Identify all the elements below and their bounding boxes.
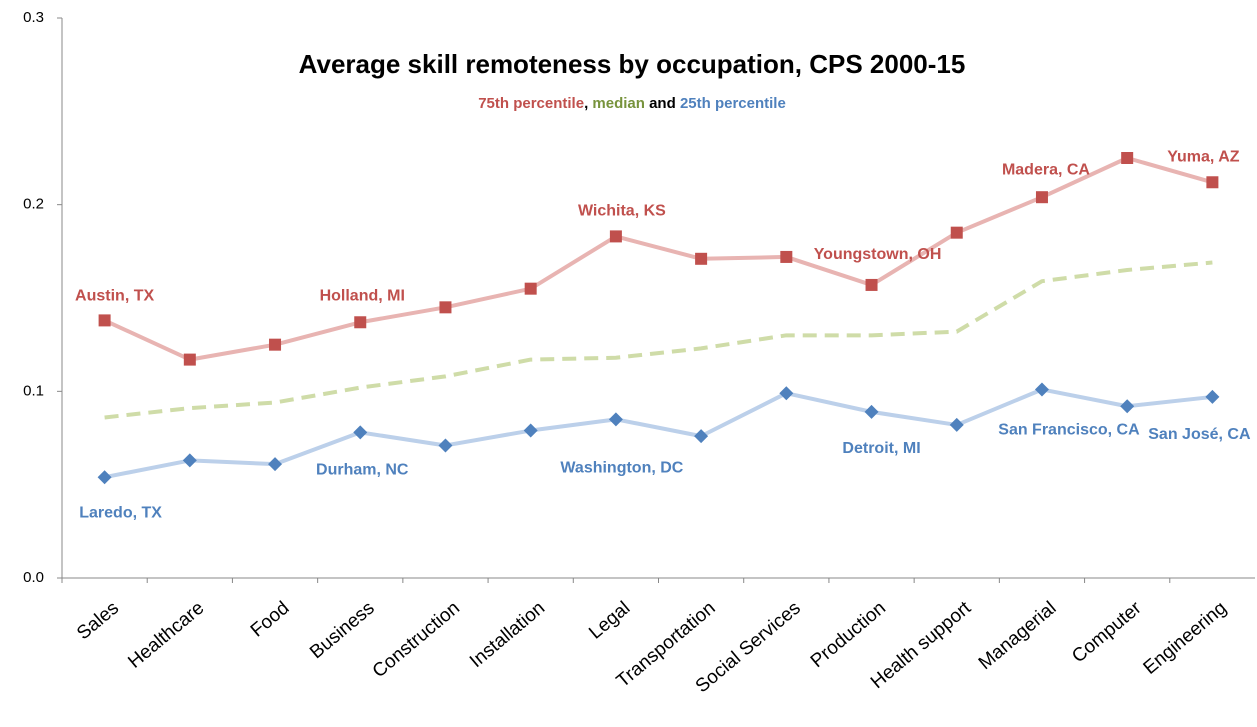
- series-line: [103, 156, 1213, 362]
- x-tick-label: Construction: [369, 598, 464, 683]
- y-tick-label: 0.0: [23, 569, 44, 586]
- marker: [950, 226, 963, 239]
- marker: [780, 250, 793, 263]
- marker: [609, 230, 622, 243]
- point-label: Wichita, KS: [578, 203, 666, 220]
- marker: [608, 412, 623, 427]
- point-label: Youngstown, OH: [814, 246, 942, 263]
- marker: [1035, 191, 1048, 204]
- x-tick-label: Business: [306, 598, 379, 664]
- point-label: Durham, NC: [316, 462, 409, 479]
- x-tick-label: Production: [807, 598, 890, 672]
- x-tick-label: Sales: [73, 598, 123, 645]
- point-label: Austin, TX: [75, 288, 154, 305]
- marker: [1205, 389, 1220, 404]
- marker: [865, 278, 878, 291]
- marker: [1034, 382, 1049, 397]
- legend-entry: median: [592, 95, 645, 112]
- y-tick-label: 0.3: [23, 9, 44, 26]
- marker: [438, 438, 453, 453]
- marker: [779, 386, 794, 401]
- legend-separator: and: [645, 95, 680, 112]
- x-tick-label: Installation: [466, 598, 549, 672]
- marker: [354, 316, 367, 329]
- x-tick-label: Healthcare: [124, 598, 208, 673]
- marker: [182, 453, 197, 468]
- y-tick-label: 0.2: [23, 196, 44, 213]
- x-tick-label: Food: [247, 598, 294, 642]
- marker: [695, 252, 708, 265]
- series-line: [104, 387, 1213, 480]
- y-tick-label: 0.1: [23, 382, 44, 399]
- x-tick-label: Legal: [585, 598, 634, 644]
- marker: [694, 429, 709, 444]
- marker: [1120, 399, 1135, 414]
- x-tick-label: Computer: [1068, 597, 1146, 667]
- marker: [268, 457, 283, 472]
- subtitle: 75th percentile, median and 25th percent…: [478, 95, 786, 112]
- marker: [524, 282, 537, 295]
- marker: [98, 314, 111, 327]
- marker: [353, 425, 368, 440]
- chart-title: Average skill remoteness by occupation, …: [299, 49, 966, 79]
- point-label: San Francisco, CA: [998, 422, 1140, 439]
- marker: [439, 301, 452, 314]
- legend-entry: 25th percentile: [680, 95, 786, 112]
- marker: [1206, 176, 1219, 189]
- marker: [949, 417, 964, 432]
- x-tick-label: Managerial: [975, 598, 1061, 675]
- marker: [269, 338, 282, 351]
- point-label: Laredo, TX: [79, 504, 162, 521]
- x-tick-label: Engineering: [1140, 598, 1231, 679]
- point-label: Detroit, MI: [842, 440, 920, 457]
- legend-entry: 75th percentile: [478, 95, 584, 112]
- legend-separator: ,: [584, 95, 592, 112]
- point-label: San José, CA: [1148, 426, 1251, 443]
- point-label: Washington, DC: [560, 460, 683, 477]
- marker: [183, 353, 196, 366]
- point-label: Holland, MI: [320, 287, 405, 304]
- point-label: Madera, CA: [1002, 161, 1090, 178]
- marker: [523, 423, 538, 438]
- marker: [864, 404, 879, 419]
- point-label: Yuma, AZ: [1167, 148, 1240, 165]
- marker: [97, 470, 112, 485]
- marker: [1121, 152, 1134, 164]
- series-line: [104, 260, 1213, 420]
